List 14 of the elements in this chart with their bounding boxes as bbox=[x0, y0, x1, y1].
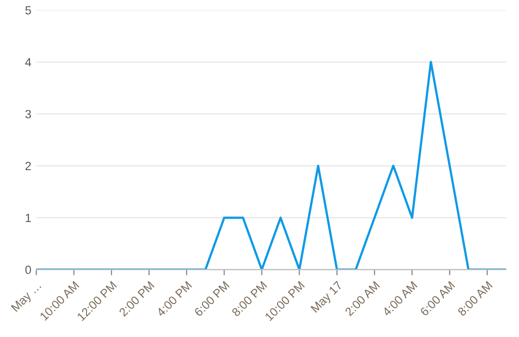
y-tick-label: 2 bbox=[26, 162, 31, 170]
x-tick-label: 4:00 AM bbox=[382, 280, 418, 317]
y-tick-label: 4 bbox=[25, 58, 32, 66]
x-tick-label: May 17 bbox=[310, 280, 344, 314]
y-tick-label: 5 bbox=[25, 6, 31, 15]
y-tick-label: 0 bbox=[25, 266, 32, 274]
x-tick-label: 6:00 PM bbox=[194, 280, 230, 317]
x-tick-label: 4:00 PM bbox=[156, 280, 192, 318]
x-tick-label: May … bbox=[10, 281, 43, 314]
y-tick-label: 3 bbox=[25, 110, 31, 118]
x-tick-label: 8:00 AM bbox=[457, 280, 493, 316]
y-tick-label: 1 bbox=[26, 214, 31, 222]
x-tick-label: 6:00 AM bbox=[420, 280, 456, 316]
line-series bbox=[36, 60, 506, 270]
